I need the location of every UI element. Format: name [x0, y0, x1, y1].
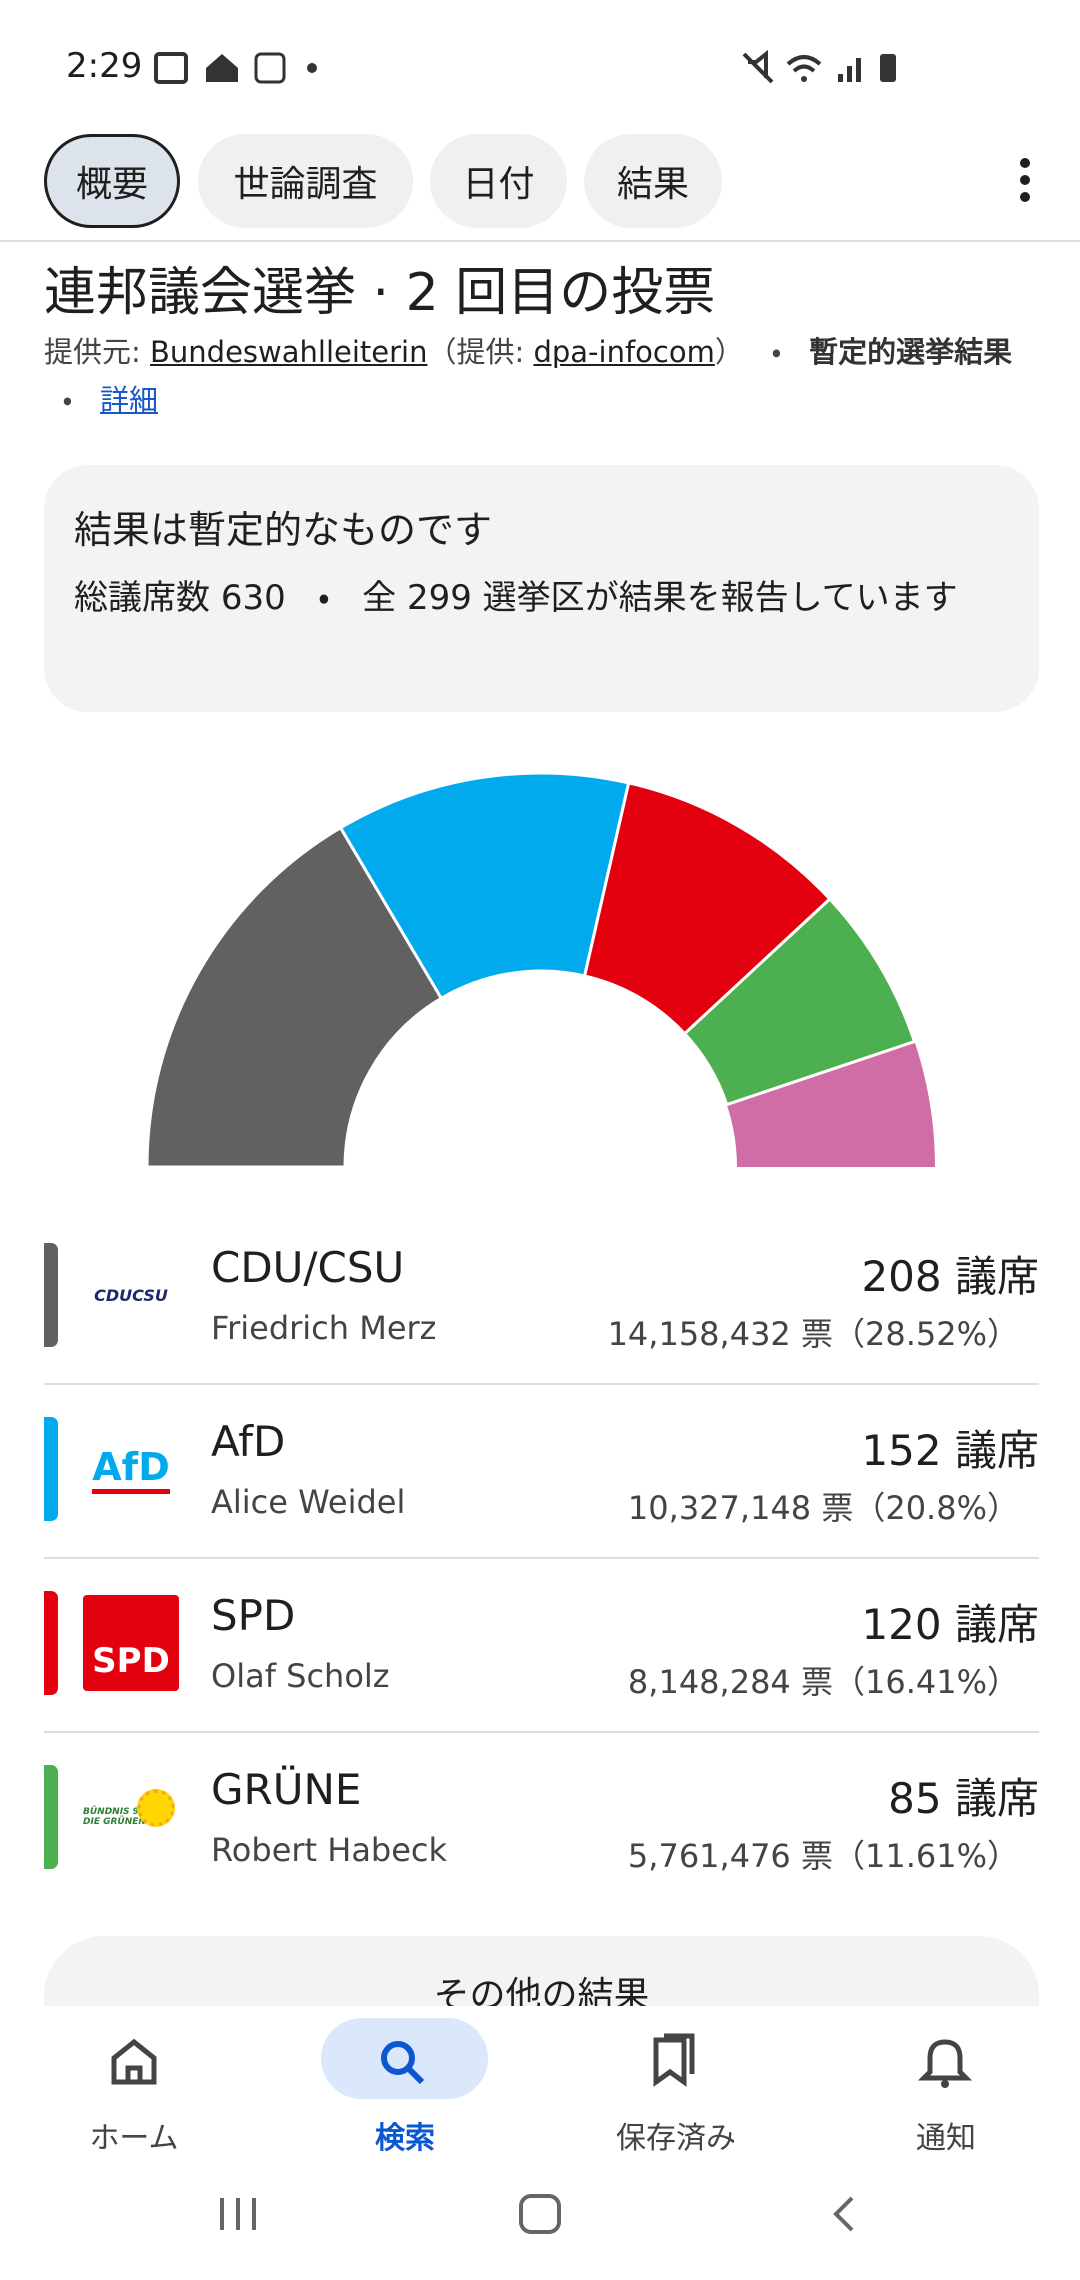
- total-seats: 630: [220, 578, 286, 618]
- seat-segment: [145, 825, 444, 1169]
- status-time: 2:29: [66, 46, 143, 86]
- seat-unit: 議席: [954, 1252, 1039, 1301]
- result-status: 暫定的選挙結果: [809, 335, 1013, 369]
- tab-chip[interactable]: 日付: [430, 134, 567, 228]
- divider: [0, 240, 1080, 242]
- seat-count: 208: [861, 1252, 942, 1301]
- notice-card: 結果は暫定的なものです 総議席数 630 ・ 全 299 選挙区が結果を報告して…: [44, 465, 1039, 712]
- logo-text: CSU: [132, 1285, 168, 1305]
- vote-share: （20.8%）: [853, 1489, 1019, 1527]
- party-row[interactable]: BÜNDNIS 90 DIE GRÜNEN GRÜNE Robert Habeck 85…: [44, 1765, 1039, 1875]
- row-divider: [44, 1557, 1039, 1559]
- logo-text: AfD: [92, 1445, 170, 1494]
- vote-count: 14,158,432: [607, 1315, 791, 1353]
- vote-unit: 票: [800, 1837, 833, 1875]
- vote-unit: 票: [821, 1489, 854, 1527]
- seats: 152 議席: [861, 1417, 1039, 1478]
- seat-unit: 議席: [954, 1600, 1039, 1649]
- logo-text: SPD: [83, 1595, 179, 1691]
- vote-unit: 票: [800, 1663, 833, 1701]
- seat-chart: [145, 771, 935, 1169]
- status-icons-left: [154, 52, 317, 84]
- nav-item[interactable]: ホーム: [89, 2121, 179, 2156]
- provider-prefix: （提供:: [427, 335, 525, 369]
- vote-share: （16.41%）: [832, 1663, 1019, 1701]
- seat-unit: 議席: [954, 1426, 1039, 1475]
- seat-count: 120: [861, 1600, 942, 1649]
- separator: ・: [771, 335, 782, 369]
- tab-chip[interactable]: 結果: [584, 134, 722, 228]
- party-row[interactable]: SPD SPD Olaf Scholz 120 議席 8,148,284 票（16.41…: [44, 1591, 1039, 1701]
- vote-count: 10,327,148: [627, 1489, 812, 1527]
- votes: 14,158,432 票（28.52%）: [608, 1309, 1019, 1355]
- party-color-bar: [44, 1591, 58, 1695]
- party-row[interactable]: AfD AfD Alice Weidel 152 議席 10,327,148 票（20.…: [44, 1417, 1039, 1527]
- row-divider: [44, 1731, 1039, 1733]
- party-logo: AfD: [83, 1421, 179, 1517]
- seat-segment: [338, 771, 631, 1001]
- seat-unit: 議席: [954, 1774, 1039, 1823]
- seats: 120 議席: [861, 1591, 1039, 1652]
- logo-text: DIE GRÜNEN: [83, 1817, 146, 1827]
- active-pill: [321, 2018, 488, 2099]
- logo-text: BÜNDNIS 90: [83, 1807, 146, 1817]
- votes: 5,761,476 票（11.61%）: [628, 1831, 1019, 1877]
- party-logo: BÜNDNIS 90 DIE GRÜNEN: [83, 1769, 179, 1865]
- separator: ・: [318, 578, 330, 618]
- provider-link[interactable]: dpa-infocom: [533, 335, 715, 369]
- vote-count: 5,761,476: [627, 1837, 791, 1875]
- seats: 208 議席: [861, 1243, 1039, 1304]
- party-leader: Friedrich Merz: [211, 1309, 437, 1347]
- details-link[interactable]: 詳細: [99, 383, 158, 417]
- seat-count: 85: [888, 1774, 942, 1823]
- nav-icons: [111, 2033, 973, 2088]
- system-nav: [220, 2194, 854, 2234]
- nav-item[interactable]: 保存済み: [616, 2121, 736, 2156]
- party-name: AfD: [211, 1417, 286, 1466]
- status-icons-right: [742, 49, 896, 84]
- party-color-bar: [44, 1243, 58, 1347]
- source-line: 提供元: Bundeswahlleiterin（提供: dpa-infocom）…: [44, 328, 1044, 424]
- seat-segment: [682, 896, 917, 1107]
- party-name: SPD: [211, 1591, 296, 1640]
- party-leader: Alice Weidel: [211, 1483, 406, 1521]
- sunflower: [137, 1789, 175, 1827]
- provider-suffix: ）: [714, 335, 744, 369]
- party-logo: SPD: [83, 1595, 179, 1691]
- party-leader: Olaf Scholz: [211, 1657, 390, 1695]
- votes: 8,148,284 票（16.41%）: [628, 1657, 1019, 1703]
- party-color-bar: [44, 1765, 58, 1869]
- party-leader: Robert Habeck: [211, 1831, 448, 1869]
- separator: ・: [62, 383, 73, 417]
- source-prefix: 提供元:: [44, 335, 141, 369]
- bottom-nav: [0, 2006, 1080, 2280]
- logo-text: CDU: [94, 1285, 133, 1305]
- nav-item[interactable]: 通知: [916, 2121, 976, 2156]
- seat-count: 152: [861, 1426, 942, 1475]
- row-divider: [44, 1383, 1039, 1385]
- reporting: 全 299 選挙区が結果を報告しています: [362, 578, 958, 618]
- notice-title: 結果は暫定的なものです: [74, 508, 493, 552]
- page-title: 連邦議会選挙 · 2 回目の投票: [44, 263, 716, 323]
- vote-share: （11.61%）: [832, 1837, 1019, 1875]
- party-name: GRÜNE: [211, 1765, 362, 1814]
- notice-body: 総議席数 630 ・ 全 299 選挙区が結果を報告しています: [74, 571, 1024, 625]
- source-link[interactable]: Bundeswahlleiterin: [150, 335, 428, 369]
- vote-count: 8,148,284: [627, 1663, 791, 1701]
- party-logo: CDU CSU: [83, 1247, 179, 1343]
- party-name: CDU/CSU: [211, 1243, 405, 1292]
- vote-share: （28.52%）: [832, 1315, 1019, 1353]
- overflow-menu[interactable]: [1010, 155, 1040, 205]
- tab-chip[interactable]: 概要: [44, 134, 180, 228]
- party-row[interactable]: CDU CSU CDU/CSU Friedrich Merz 208 議席 14,158,…: [44, 1243, 1039, 1353]
- tab-chip[interactable]: 世論調査: [198, 134, 413, 228]
- votes: 10,327,148 票（20.8%）: [628, 1483, 1019, 1529]
- party-color-bar: [44, 1417, 58, 1521]
- seats: 85 議席: [888, 1765, 1039, 1826]
- vote-unit: 票: [800, 1315, 833, 1353]
- total-label: 総議席数: [74, 578, 210, 618]
- nav-item[interactable]: 検索: [375, 2121, 435, 2156]
